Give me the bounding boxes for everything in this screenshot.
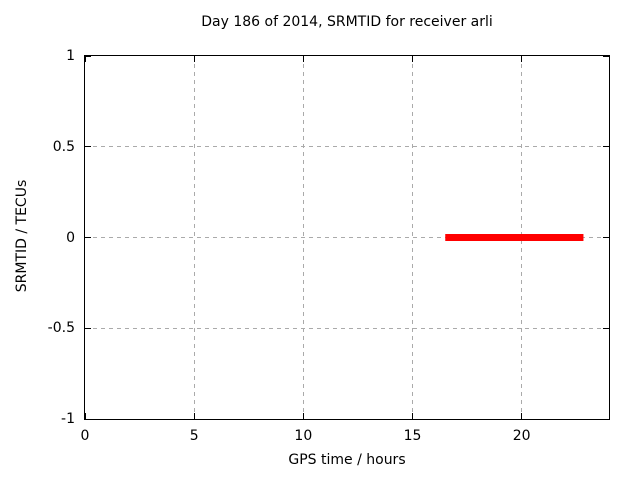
series-layer: [445, 234, 584, 241]
x-tick-label: 5: [189, 428, 199, 444]
x-axis-label: GPS time / hours: [288, 452, 406, 468]
y-gridline: [85, 237, 609, 238]
x-tick-bottom: [412, 413, 413, 419]
y-tick-right: [603, 418, 609, 420]
y-tick-left: [85, 418, 91, 420]
x-tick-label: 15: [403, 428, 422, 444]
y-tick-right: [603, 327, 609, 329]
y-gridline: [85, 146, 609, 148]
x-tick-bottom: [302, 413, 304, 419]
y-tick-right: [603, 146, 609, 148]
x-tick-label: 10: [294, 428, 313, 444]
y-tick-label: 0.5: [52, 138, 75, 155]
x-tick-top: [193, 56, 195, 62]
x-tick-top: [412, 56, 413, 62]
y-tick-label: -1: [61, 411, 75, 427]
plot-area: [84, 55, 610, 420]
y-tick-label: 1: [66, 48, 75, 64]
y-tick-right: [603, 237, 609, 238]
x-tick-bottom: [521, 413, 523, 419]
x-tick-bottom: [193, 413, 195, 419]
x-tick-top: [521, 56, 523, 62]
y-axis-label-text: SRMTID / TECUs: [14, 179, 30, 293]
x-tick-top: [302, 56, 304, 62]
x-tick-top: [84, 56, 86, 62]
x-tick-label: 20: [512, 428, 531, 444]
y-tick-left: [85, 237, 91, 238]
y-tick-label: 0: [66, 229, 75, 246]
y-gridline: [85, 327, 609, 329]
y-tick-left: [85, 55, 91, 57]
x-tick-bottom: [84, 413, 86, 419]
y-tick-label: -0.5: [47, 320, 75, 337]
x-tick-label: 0: [80, 428, 90, 444]
chart-title: Day 186 of 2014, SRMTID for receiver arl…: [201, 14, 493, 30]
y-tick-left: [85, 146, 91, 148]
y-tick-right: [603, 55, 609, 57]
y-tick-left: [85, 327, 91, 329]
